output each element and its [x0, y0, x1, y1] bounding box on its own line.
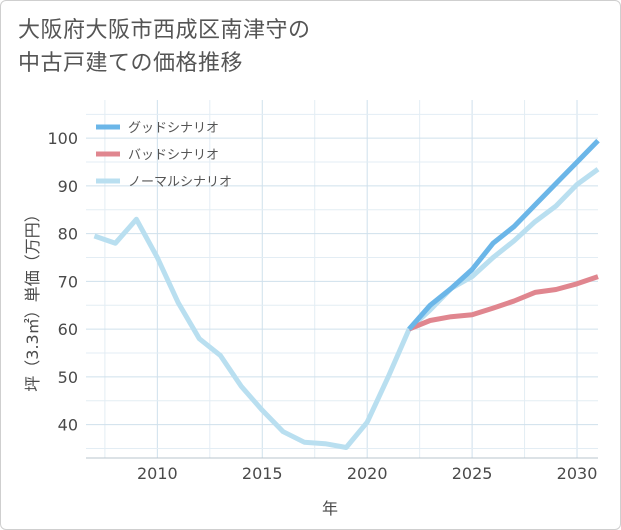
y-tick-label: 40 — [58, 416, 78, 435]
chart-title-line-2: 中古戸建ての価格推移 — [18, 51, 244, 76]
x-tick-label: 2025 — [452, 464, 493, 483]
legend-label-0: グッドシナリオ — [128, 121, 219, 136]
legend-label-1: バッドシナリオ — [128, 148, 219, 163]
grid — [86, 100, 598, 458]
y-tick-label: 70 — [58, 272, 78, 291]
y-tick-label: 100 — [47, 129, 78, 148]
y-axis-label: 坪（3.3㎡）単価（万円） — [23, 206, 42, 391]
series-line-2 — [93, 167, 600, 450]
y-tick-label: 90 — [58, 177, 78, 196]
x-tick-label: 2030 — [557, 464, 598, 483]
x-axis-label: 年 — [322, 499, 338, 518]
chart-title: 大阪府大阪市西成区南津守の 中古戸建ての価格推移 — [18, 14, 598, 80]
y-tick-label: 50 — [58, 368, 78, 387]
y-tick-label: 60 — [58, 320, 78, 339]
x-tick-label: 2020 — [347, 464, 388, 483]
chart-title-line-1: 大阪府大阪市西成区南津守の — [18, 18, 311, 43]
series-line-0 — [407, 138, 600, 331]
x-tick-label: 2010 — [137, 464, 178, 483]
y-tick-label: 80 — [58, 225, 78, 244]
x-tick-label: 2015 — [242, 464, 283, 483]
series-lines — [93, 138, 600, 450]
legend-label-2: ノーマルシナリオ — [128, 175, 232, 190]
axes: 2010 2015 2020 2025 2030 40 50 60 70 80 90 100 年 坪（3.… — [23, 129, 598, 518]
plot-area — [86, 100, 598, 458]
series-line-1 — [408, 274, 599, 332]
